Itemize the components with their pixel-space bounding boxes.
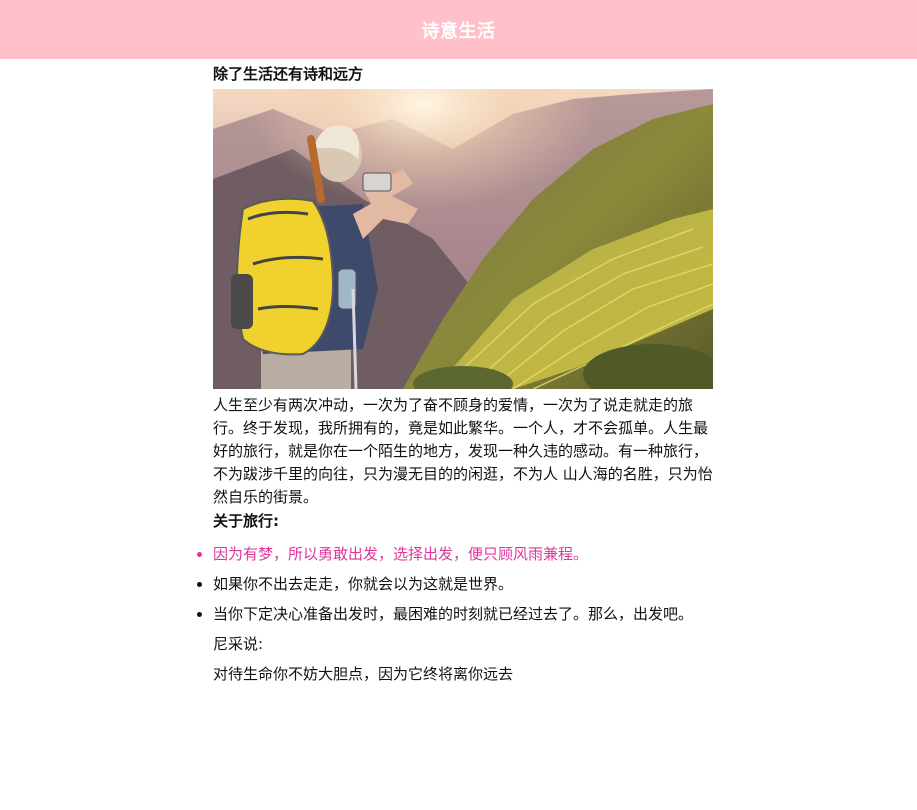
page-header: 诗意生活 [0,0,917,59]
travel-subheading: 关于旅行: [213,512,279,530]
article-title: 除了生活还有诗和远方 [213,65,364,83]
quote-intro: 尼采说: [213,635,264,653]
list-item: 如果你不出去走走，你就会以为这就是世界。 [213,569,703,599]
hiker-photo [213,89,713,389]
article: 除了生活还有诗和远方 [213,62,715,689]
site-title: 诗意生活 [421,20,496,42]
hiker-figure [231,125,418,389]
list-item: 因为有梦，所以勇敢出发，选择出发，便只顾风雨兼程。 [213,539,703,569]
travel-quotes-list: 因为有梦，所以勇敢出发，选择出发，便只顾风雨兼程。 如果你不出去走走，你就会以为… [213,539,715,629]
list-item: 当你下定决心准备出发时，最困难的时刻就已经过去了。那么，出发吧。 [213,599,703,629]
article-paragraph: 人生至少有两次冲动，一次为了奋不顾身的爱情，一次为了说走就走的旅行。终于发现，我… [213,396,713,506]
nietzsche-quote: 对待生命你不妨大胆点，因为它终将离你远去 [213,665,514,683]
